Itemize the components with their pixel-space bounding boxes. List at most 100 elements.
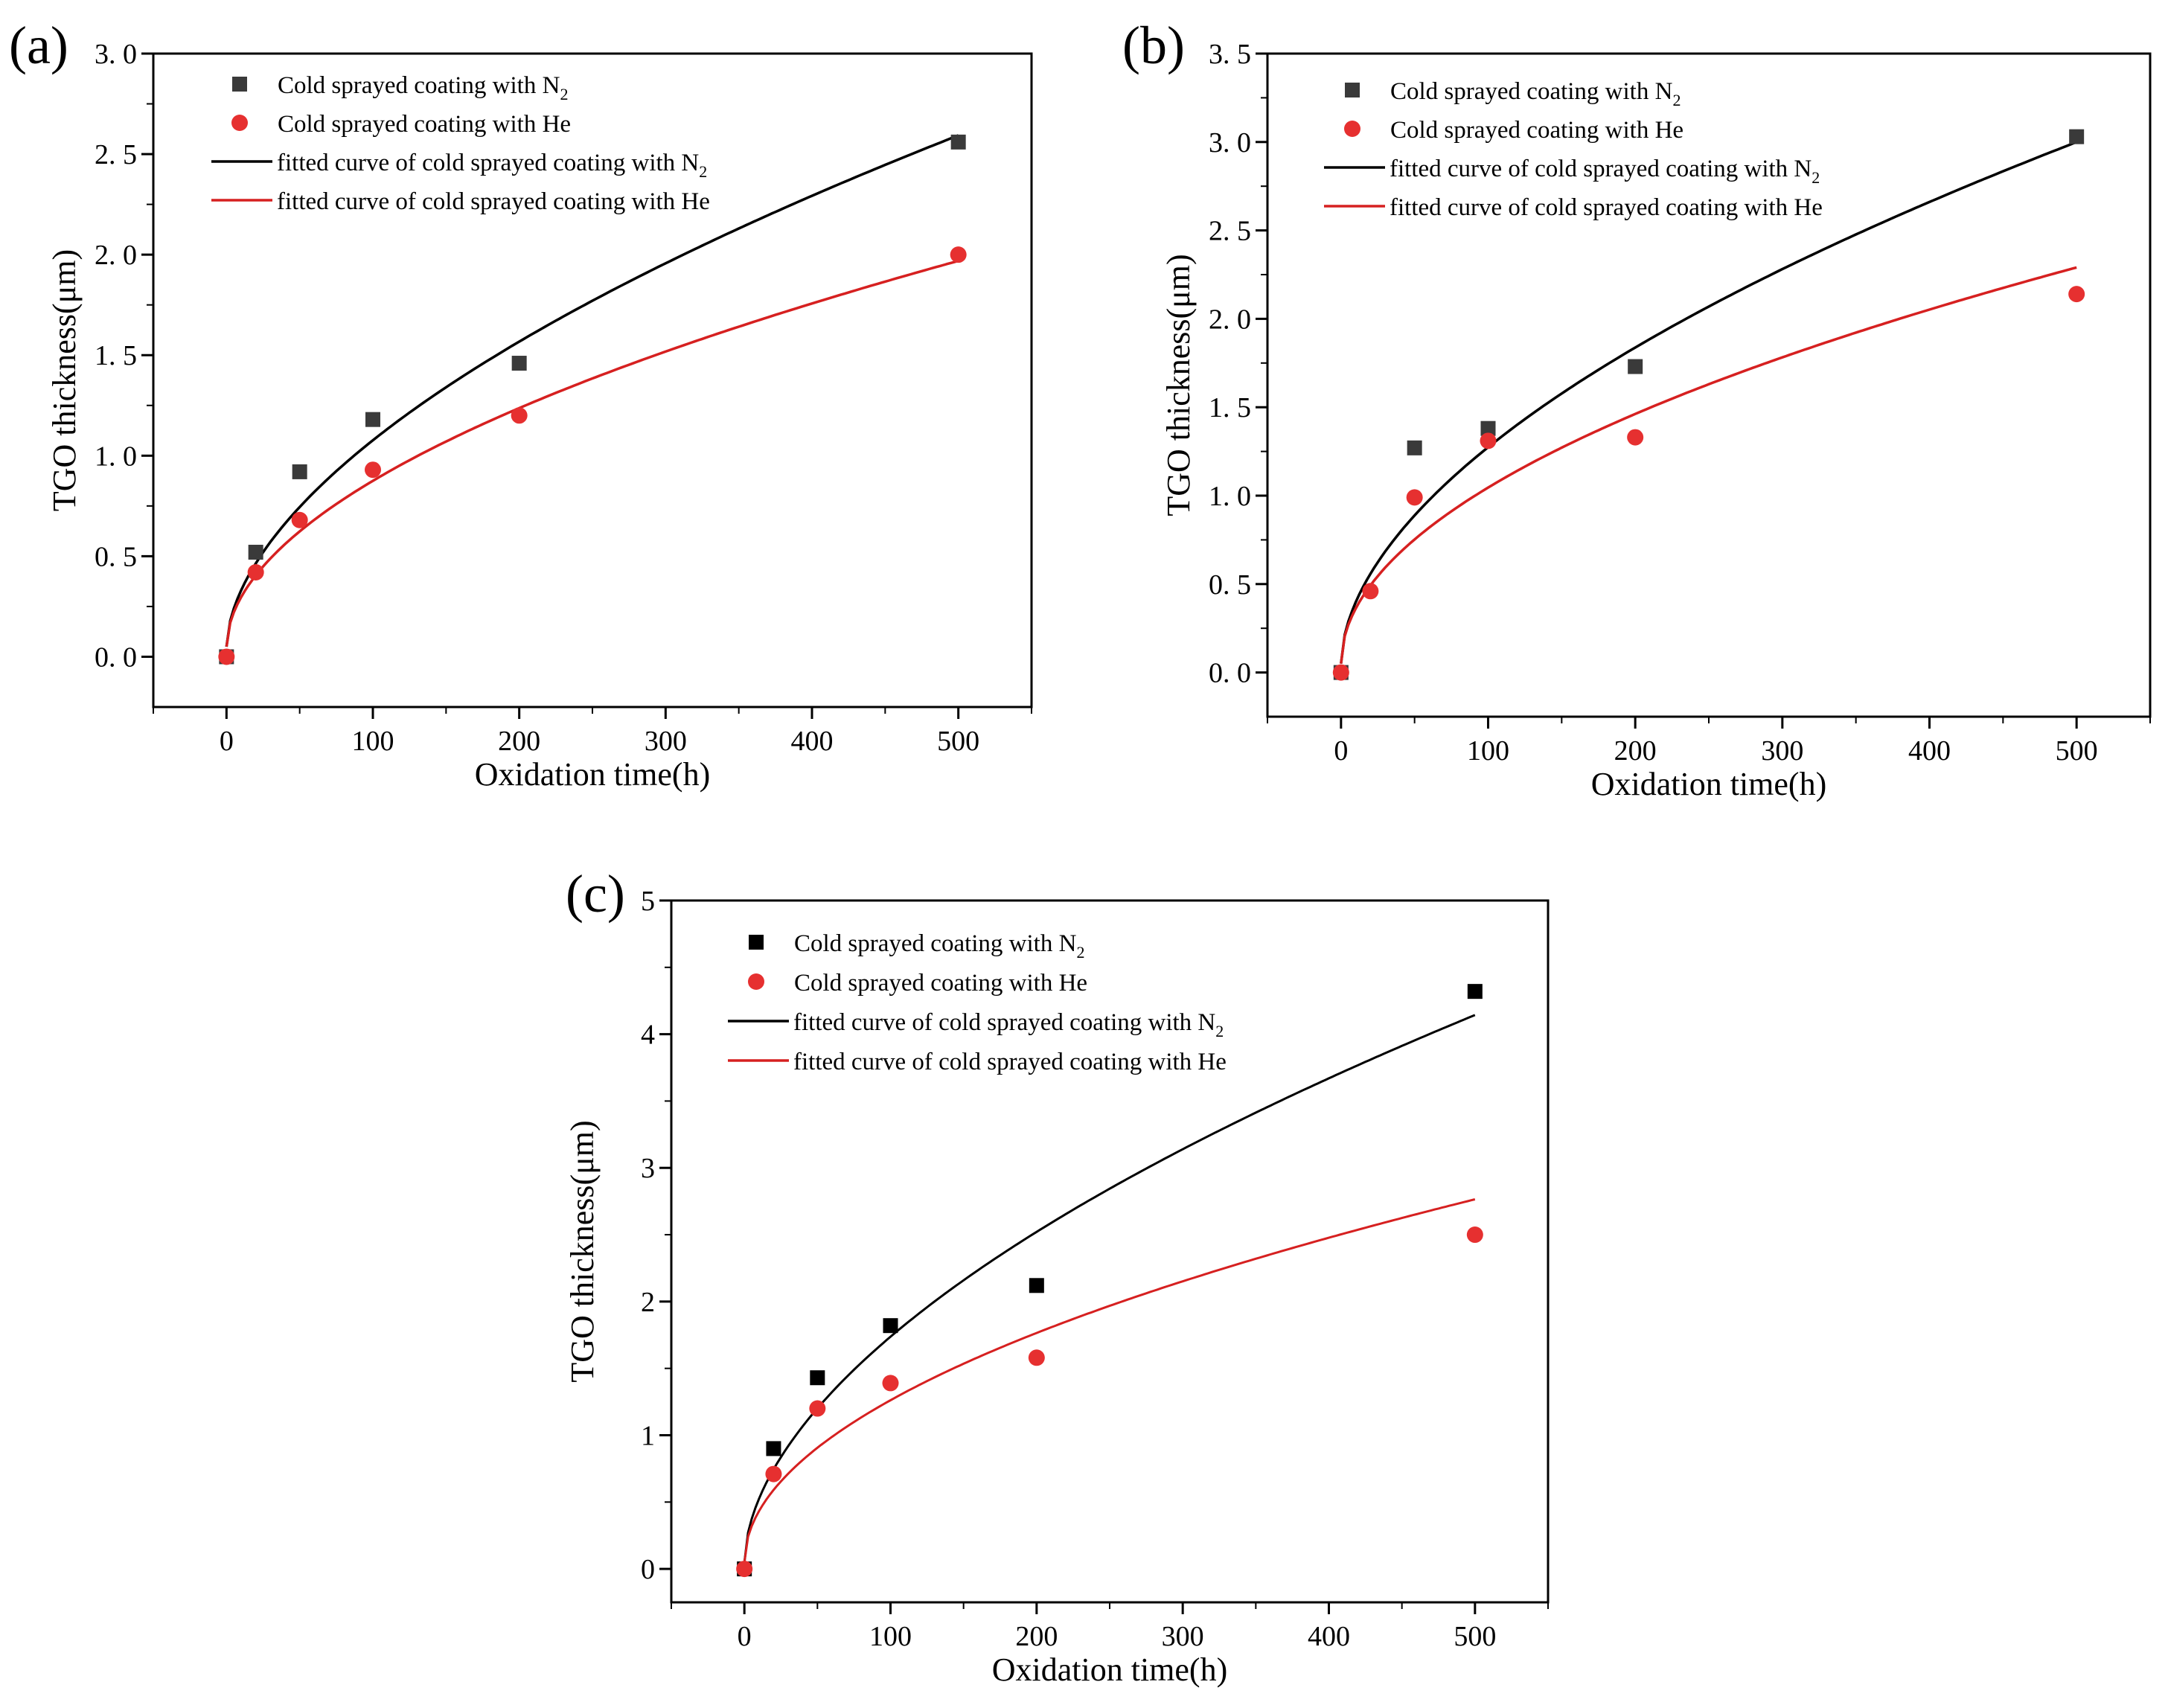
data-point-he [950, 246, 967, 263]
legend-label: Cold sprayed coating with He [794, 970, 1087, 997]
data-point-n2 [511, 356, 527, 371]
legend-label: Cold sprayed coating with N2 [794, 930, 1084, 962]
data-point-n2 [1029, 1278, 1044, 1293]
data-point-he [511, 407, 528, 424]
data-point-n2 [1628, 359, 1643, 374]
legend-label: Cold sprayed coating with N2 [1390, 78, 1681, 109]
y-tick-label: 1 [641, 1420, 655, 1451]
legend-label: Cold sprayed coating with He [278, 111, 571, 138]
y-tick-label: 0 [641, 1554, 655, 1585]
y-tick-label: 3 [641, 1153, 655, 1184]
legend-marker-square [1345, 83, 1360, 97]
legend-label: fitted curve of cold sprayed coating wit… [1390, 156, 1820, 187]
y-tick-label: 1. 0 [95, 441, 137, 472]
data-point-he [1627, 429, 1644, 446]
data-point-he [736, 1561, 753, 1578]
legend-label: Cold sprayed coating with He [1390, 117, 1683, 144]
y-tick-label: 2. 0 [95, 240, 137, 271]
y-tick-label: 5 [641, 886, 655, 917]
data-point-he [765, 1465, 782, 1482]
data-point-n2 [883, 1318, 898, 1334]
y-tick-label: 1. 0 [1209, 481, 1251, 512]
x-axis-label: Oxidation time(h) [992, 1651, 1228, 1688]
data-point-he [1466, 1226, 1483, 1244]
legend-marker-square [232, 77, 247, 92]
x-tick-label: 200 [1614, 735, 1657, 767]
legend-label: fitted curve of cold sprayed coating wit… [793, 1049, 1227, 1075]
data-point-n2 [365, 412, 380, 427]
data-point-he [1480, 432, 1497, 450]
x-tick-label: 0 [220, 726, 234, 757]
data-point-n2 [1480, 420, 1496, 436]
data-point-n2 [810, 1370, 825, 1386]
x-tick-label: 0 [738, 1621, 752, 1652]
data-point-he [1406, 489, 1423, 506]
x-tick-label: 500 [937, 726, 979, 757]
x-tick-label: 100 [869, 1621, 912, 1652]
data-point-n2 [292, 464, 307, 479]
y-tick-label: 3. 0 [1209, 127, 1251, 159]
fit-curve-he [225, 259, 959, 647]
y-tick-label: 2. 5 [95, 139, 137, 170]
y-tick-label: 3. 0 [95, 39, 137, 70]
x-axis-label: Oxidation time(h) [475, 756, 711, 793]
data-point-n2 [950, 134, 966, 150]
x-tick-label: 300 [645, 726, 687, 757]
y-tick-label: 0. 5 [95, 541, 137, 572]
data-point-he [291, 511, 308, 528]
legend-label: fitted curve of cold sprayed coating wit… [277, 188, 710, 215]
x-tick-label: 300 [1761, 735, 1803, 767]
y-tick-label: 1. 5 [1209, 392, 1251, 423]
x-tick-label: 200 [1015, 1621, 1058, 1652]
x-tick-label: 500 [2056, 735, 2098, 767]
data-point-he [365, 461, 381, 479]
x-tick-label: 400 [1908, 735, 1951, 767]
y-tick-label: 1. 5 [95, 340, 137, 371]
y-tick-label: 2. 0 [1209, 304, 1251, 335]
fit-curve-n2 [743, 1014, 1476, 1563]
legend-label: Cold sprayed coating with N2 [278, 72, 568, 103]
data-point-n2 [248, 544, 263, 560]
y-axis-label: TGO thickness(μm) [564, 1120, 601, 1382]
fit-curve-n2 [225, 134, 959, 647]
x-axis-label: Oxidation time(h) [1591, 766, 1827, 802]
fit-curve-he [743, 1198, 1476, 1563]
legend-marker-circle [231, 115, 248, 131]
panel-label-c: (c) [566, 864, 625, 924]
data-point-he [247, 563, 264, 580]
chart-b: (b) 0 100 200 300 400 500 0. 0 0. 5 1. 0 1. 5 2. 0… [1122, 16, 2152, 802]
y-tick-label: 2. 5 [1209, 216, 1251, 247]
data-point-n2 [1407, 440, 1422, 455]
fit-curve-n2 [1340, 141, 2077, 664]
chart-a: (a) 0 100 200 300 400 500 0. 0 0. 5 1. 0 1. 5 2. 0… [9, 16, 1033, 793]
x-tick-label: 400 [1308, 1621, 1350, 1652]
legend-marker-square [749, 935, 764, 950]
x-tick-label: 100 [352, 726, 394, 757]
data-point-he [882, 1375, 899, 1392]
data-point-he [218, 648, 235, 665]
legend-label: fitted curve of cold sprayed coating wit… [277, 150, 707, 181]
x-tick-label: 500 [1454, 1621, 1496, 1652]
legend-marker-circle [748, 973, 764, 990]
data-point-he [1028, 1349, 1045, 1366]
y-tick-label: 0. 0 [1209, 658, 1251, 689]
x-tick-label: 400 [791, 726, 834, 757]
legend-label: fitted curve of cold sprayed coating wit… [1390, 194, 1823, 221]
y-tick-label: 0. 0 [95, 642, 137, 673]
y-tick-label: 0. 5 [1209, 569, 1251, 601]
y-tick-label: 3. 5 [1209, 39, 1251, 70]
data-point-n2 [1467, 984, 1483, 999]
data-point-n2 [766, 1441, 781, 1456]
panel-label-b: (b) [1122, 16, 1185, 75]
fit-curve-he [1340, 266, 2077, 664]
x-tick-label: 200 [498, 726, 540, 757]
legend-label: fitted curve of cold sprayed coating wit… [793, 1009, 1224, 1040]
legend-marker-circle [1344, 121, 1360, 137]
data-point-he [1362, 583, 1379, 600]
y-tick-label: 2 [641, 1287, 655, 1318]
x-tick-label: 0 [1334, 735, 1348, 767]
data-point-he [809, 1400, 826, 1417]
x-tick-label: 100 [1467, 735, 1509, 767]
data-point-he [1332, 664, 1349, 681]
